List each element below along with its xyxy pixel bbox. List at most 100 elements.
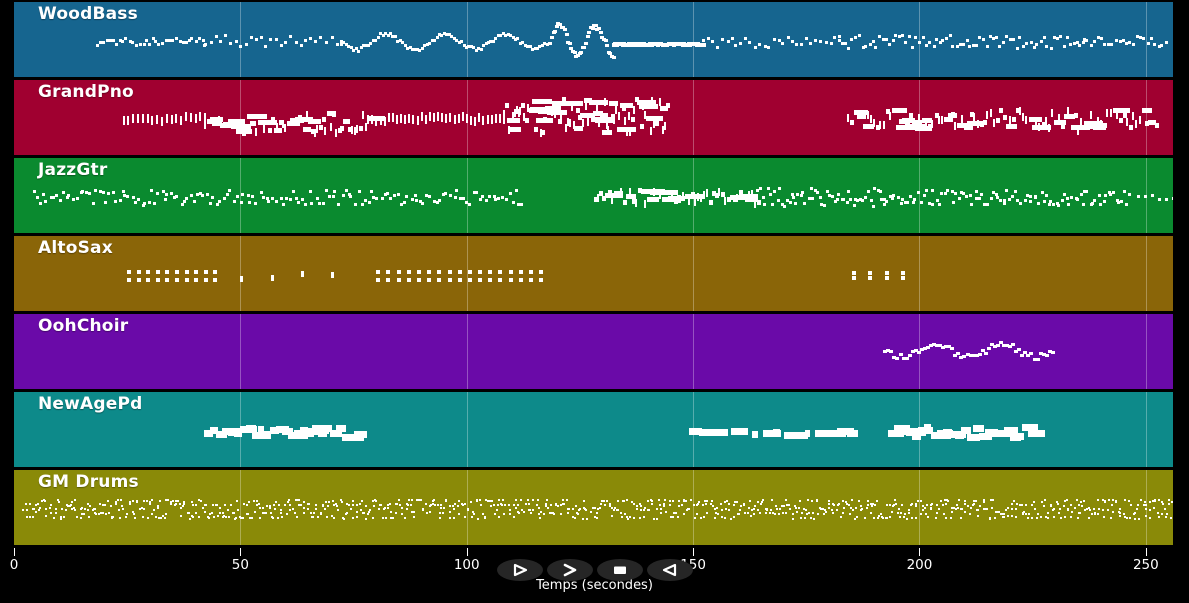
note	[952, 507, 955, 510]
note	[611, 195, 614, 204]
note	[469, 500, 472, 503]
note	[502, 498, 505, 501]
track-lane-jazzgtr[interactable]: JazzGtr	[14, 158, 1173, 233]
forward-button[interactable]	[547, 559, 593, 581]
note	[1061, 198, 1065, 202]
note	[1097, 512, 1100, 515]
note	[411, 499, 414, 502]
note	[352, 499, 355, 502]
note	[287, 500, 290, 503]
note	[381, 517, 384, 520]
transport-controls[interactable]	[497, 559, 693, 581]
note	[184, 278, 189, 283]
note	[962, 354, 967, 358]
note	[885, 503, 888, 506]
note	[808, 41, 812, 45]
note	[623, 200, 628, 205]
note	[369, 42, 373, 45]
note	[161, 116, 163, 126]
gridline	[466, 236, 468, 311]
note	[1069, 504, 1072, 506]
note	[555, 504, 558, 507]
note	[291, 507, 294, 510]
note	[747, 507, 750, 510]
track-lane-newagepd[interactable]: NewAgePd	[14, 392, 1173, 467]
track-lane-woodbass[interactable]: WoodBass	[14, 2, 1173, 77]
note	[971, 353, 976, 357]
note	[504, 34, 508, 38]
note	[460, 39, 463, 43]
note	[1039, 515, 1042, 518]
note	[917, 40, 921, 44]
note	[1149, 36, 1153, 40]
track-lane-oohchoir[interactable]: OohChoir	[14, 314, 1173, 389]
note	[715, 506, 718, 509]
note	[781, 42, 785, 46]
note	[897, 195, 901, 199]
note	[865, 507, 868, 510]
note	[737, 512, 740, 515]
note	[954, 192, 958, 196]
track-lane-grandpno[interactable]: GrandPno	[14, 80, 1173, 155]
note	[1032, 45, 1036, 49]
note-canvas	[14, 158, 1173, 233]
note	[222, 511, 225, 514]
note	[532, 99, 553, 105]
note	[870, 503, 873, 506]
note	[250, 517, 253, 519]
gridline	[1145, 314, 1147, 389]
stop-button[interactable]	[597, 559, 643, 581]
note	[983, 120, 988, 126]
note	[1084, 509, 1087, 512]
note	[1117, 511, 1120, 514]
note	[669, 499, 672, 502]
note	[257, 120, 262, 126]
note	[960, 507, 963, 510]
note	[29, 502, 32, 505]
note	[819, 195, 823, 199]
note	[258, 503, 261, 506]
note	[182, 502, 185, 505]
note	[1025, 115, 1028, 124]
axis-title-label: Temps (secondes)	[536, 578, 653, 593]
track-lane-altosax[interactable]: AltoSax	[14, 236, 1173, 311]
note	[21, 508, 24, 511]
note	[906, 517, 908, 520]
note	[640, 189, 657, 195]
note	[915, 505, 918, 507]
note	[1070, 125, 1091, 131]
note	[868, 275, 873, 280]
note	[631, 117, 636, 123]
note	[148, 200, 152, 204]
note	[91, 201, 95, 205]
note	[1091, 201, 1094, 205]
rewind-button[interactable]	[647, 559, 693, 581]
note	[861, 507, 864, 510]
note	[1067, 202, 1071, 206]
note	[556, 100, 561, 106]
note	[571, 49, 575, 53]
note	[438, 517, 441, 520]
note	[974, 353, 979, 357]
note	[493, 503, 496, 506]
note	[700, 194, 703, 203]
note	[645, 116, 663, 122]
note	[462, 43, 466, 47]
note	[427, 278, 432, 283]
note	[1085, 507, 1088, 510]
note	[682, 191, 685, 200]
track-lane-gm-drums[interactable]: GM Drums	[14, 470, 1173, 545]
note	[660, 507, 662, 510]
note	[403, 43, 407, 47]
note	[87, 516, 90, 519]
note	[566, 40, 571, 44]
play-button[interactable]	[497, 559, 543, 581]
note	[712, 191, 716, 197]
note	[863, 196, 867, 200]
note	[598, 118, 601, 127]
note	[1128, 40, 1132, 44]
note	[989, 196, 993, 200]
note	[450, 34, 454, 38]
note	[389, 503, 392, 506]
note	[200, 500, 203, 503]
